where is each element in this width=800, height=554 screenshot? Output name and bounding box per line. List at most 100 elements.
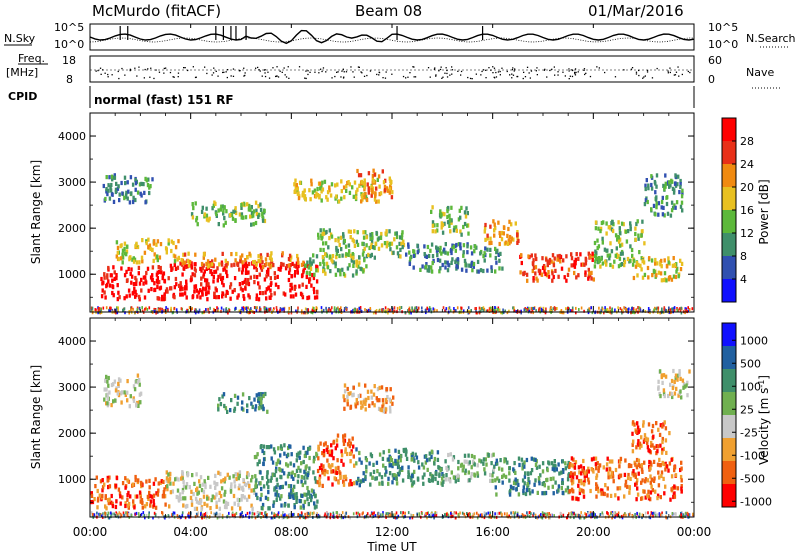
data-cell bbox=[385, 186, 389, 191]
data-cell bbox=[234, 208, 237, 213]
data-cell bbox=[280, 503, 283, 508]
data-cell bbox=[382, 511, 384, 515]
data-cell bbox=[673, 484, 676, 489]
data-cell bbox=[326, 265, 330, 270]
data-cell bbox=[506, 512, 508, 516]
data-cell bbox=[364, 195, 368, 200]
data-cell bbox=[489, 247, 492, 252]
data-cell bbox=[501, 474, 504, 479]
data-cell bbox=[254, 200, 258, 205]
data-cell bbox=[136, 244, 140, 250]
data-cell bbox=[579, 464, 583, 469]
data-cell bbox=[179, 496, 182, 501]
data-cell bbox=[476, 269, 479, 274]
data-cell bbox=[578, 487, 582, 492]
data-cell bbox=[135, 278, 138, 283]
data-cell bbox=[442, 479, 445, 484]
data-cell bbox=[332, 439, 336, 444]
data-cell bbox=[255, 293, 259, 298]
data-cell bbox=[636, 511, 638, 515]
data-cell bbox=[514, 470, 517, 475]
data-cell bbox=[631, 431, 634, 436]
freq-dot bbox=[669, 71, 671, 74]
data-cell bbox=[296, 270, 299, 275]
data-cell bbox=[363, 185, 367, 190]
data-cell bbox=[142, 182, 145, 187]
freq-dot bbox=[546, 76, 548, 78]
data-cell bbox=[267, 272, 270, 277]
data-cell bbox=[613, 259, 616, 264]
colorbar-segment bbox=[722, 233, 736, 256]
data-cell bbox=[265, 269, 269, 274]
data-cell bbox=[329, 254, 332, 259]
data-cell bbox=[112, 199, 116, 204]
data-cell bbox=[229, 282, 233, 287]
data-cell bbox=[601, 236, 604, 241]
data-cell bbox=[653, 270, 656, 275]
data-cell bbox=[680, 306, 683, 310]
data-cell bbox=[462, 309, 465, 313]
data-cell bbox=[665, 263, 669, 268]
data-cell bbox=[426, 268, 429, 273]
data-cell bbox=[329, 513, 332, 516]
data-cell bbox=[561, 311, 564, 315]
data-cell bbox=[590, 457, 594, 462]
data-cell bbox=[119, 256, 123, 261]
data-cell bbox=[594, 456, 598, 461]
data-cell bbox=[428, 457, 431, 462]
freq-dot bbox=[469, 77, 472, 80]
data-cell bbox=[647, 489, 650, 494]
freq-dot bbox=[644, 75, 646, 77]
data-cell bbox=[625, 307, 627, 311]
data-cell bbox=[351, 436, 354, 441]
data-cell bbox=[106, 498, 110, 503]
data-cell bbox=[554, 307, 557, 311]
data-cell bbox=[575, 252, 578, 257]
data-cell bbox=[541, 469, 545, 474]
data-cell bbox=[620, 242, 624, 247]
data-cell bbox=[334, 261, 337, 266]
data-cell bbox=[303, 499, 307, 504]
data-cell bbox=[266, 481, 269, 486]
data-cell bbox=[545, 273, 549, 278]
data-cell bbox=[111, 290, 114, 296]
data-cell bbox=[493, 233, 496, 238]
data-cell bbox=[307, 490, 311, 495]
data-cell bbox=[631, 307, 634, 311]
data-cell bbox=[360, 179, 363, 184]
data-cell bbox=[571, 472, 574, 477]
data-cell bbox=[665, 201, 669, 207]
data-cell bbox=[467, 306, 470, 310]
data-cell bbox=[139, 494, 142, 499]
data-cell bbox=[210, 271, 214, 277]
data-cell bbox=[582, 458, 585, 464]
data-cell bbox=[385, 469, 388, 474]
freq-dot bbox=[509, 74, 511, 76]
data-cell bbox=[337, 480, 340, 485]
data-cell bbox=[284, 513, 286, 517]
data-cell bbox=[126, 390, 129, 395]
data-cell bbox=[452, 228, 456, 233]
data-cell bbox=[455, 242, 458, 248]
data-cell bbox=[674, 512, 677, 516]
data-cell bbox=[195, 288, 199, 293]
data-cell bbox=[120, 390, 124, 395]
data-cell bbox=[306, 511, 309, 515]
data-cell bbox=[377, 236, 380, 241]
data-cell bbox=[262, 484, 266, 489]
data-cell bbox=[491, 478, 494, 483]
data-cell bbox=[317, 447, 320, 452]
data-cell bbox=[629, 224, 632, 229]
data-cell bbox=[117, 377, 121, 382]
data-cell bbox=[259, 202, 262, 207]
data-cell bbox=[193, 481, 196, 486]
data-cell bbox=[156, 296, 159, 301]
data-cell bbox=[433, 461, 436, 466]
data-cell bbox=[385, 387, 389, 392]
data-cell bbox=[581, 514, 584, 518]
data-cell bbox=[527, 476, 530, 482]
data-cell bbox=[425, 512, 427, 516]
data-cell bbox=[307, 502, 310, 507]
freq-dot bbox=[117, 70, 119, 73]
data-cell bbox=[98, 493, 101, 498]
